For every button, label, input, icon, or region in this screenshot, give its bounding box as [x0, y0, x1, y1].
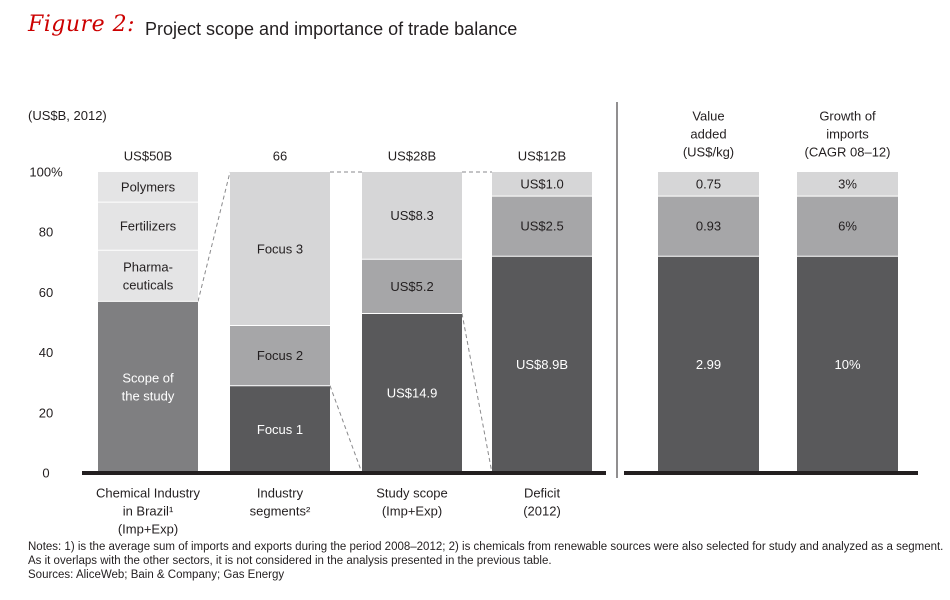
left-bar-segment — [230, 385, 330, 473]
left-bar-segment-label: US$8.9B — [516, 357, 568, 372]
figure-title: Project scope and importance of trade ba… — [145, 19, 518, 39]
y-tick-label: 60 — [39, 285, 53, 300]
connector-line — [461, 313, 493, 474]
unit-label: (US$B, 2012) — [28, 108, 107, 123]
left-bar-segment-label: US$5.2 — [390, 279, 433, 294]
note-line-1: Notes: 1) is the average sum of imports … — [28, 541, 944, 553]
right-bar-segment — [658, 196, 759, 257]
y-tick-label: 100% — [29, 165, 63, 180]
left-bar-segment-label: Fertilizers — [120, 219, 177, 234]
sources-line: Sources: AliceWeb; Bain & Company; Gas E… — [28, 569, 285, 581]
left-bar-segment-label: US$8.3 — [390, 208, 433, 223]
bar-total-label: US$28B — [388, 149, 436, 164]
left-bar-segment-label: US$14.9 — [387, 386, 438, 401]
left-bar-segment — [362, 313, 462, 473]
left-bar-segment — [98, 301, 198, 473]
note-line-2: As it overlaps with the other sectors, i… — [28, 555, 552, 567]
right-bar-segment — [658, 172, 759, 197]
left-bar-segment-label: Polymers — [121, 180, 176, 195]
connector-line — [197, 171, 231, 302]
left-bar-segment — [98, 172, 198, 203]
right-bar-segment — [797, 196, 898, 257]
stacked-bar-chart: 0 20 40 60 80 100% Scope of the study Pharma-ceu… — [29, 102, 918, 537]
bar-total-label: US$50B — [124, 149, 172, 164]
baseline-left — [82, 471, 606, 475]
right-bar-segment-label: 0.75 — [696, 177, 721, 192]
left-bar-segment — [98, 202, 198, 251]
bar-total-label: 66 — [273, 149, 287, 164]
right-bar-segment-label: 6% — [838, 219, 857, 234]
left-bar-segment — [230, 325, 330, 386]
left-bar-segment-label: US$2.5 — [520, 219, 563, 234]
notes-block: Notes: 1) is the average sum of imports … — [28, 540, 944, 582]
column-header: Growth of imports (CAGR 08–12) — [805, 109, 891, 160]
column-header: Value added (US$/kg) — [683, 109, 734, 160]
baseline-right — [624, 471, 918, 475]
right-bar-segment-label: 3% — [838, 177, 857, 192]
right-bar-segment — [658, 256, 759, 473]
y-tick-label: 40 — [39, 345, 53, 360]
left-bar-segment-label: Scope of the study — [122, 371, 175, 404]
left-bar-segment-label: US$1.0 — [520, 177, 563, 192]
category-label: Deficit (2012) — [523, 486, 561, 519]
right-bar-segment — [797, 172, 898, 197]
y-tick-label: 0 — [42, 466, 49, 481]
right-bar-segment-label: 2.99 — [696, 357, 721, 372]
category-label: Study scope (Imp+Exp) — [376, 486, 448, 519]
right-bar-segment — [797, 256, 898, 473]
figure-label: Figure 2: — [28, 12, 135, 37]
left-bar-segment — [362, 259, 462, 314]
left-bar-segment-label: Focus 2 — [257, 348, 303, 363]
left-bar-segment — [98, 250, 198, 302]
y-tick-label: 80 — [39, 225, 53, 240]
left-bar-segment — [230, 172, 330, 326]
bar-total-label: US$12B — [518, 149, 566, 164]
left-bar-segment-label: Focus 1 — [257, 422, 303, 437]
right-bar-segment-label: 10% — [834, 357, 860, 372]
left-bar-segment — [362, 172, 462, 260]
left-bar-segment-label: Pharma-ceuticals — [123, 259, 174, 292]
connector-line — [329, 385, 363, 474]
y-tick-label: 20 — [39, 405, 53, 420]
left-bar-segment — [492, 256, 592, 473]
left-bar-segment — [492, 172, 592, 197]
category-label: Industry segments² — [250, 486, 311, 519]
left-bar-segment — [492, 196, 592, 257]
category-label: Chemical Industry in Brazil¹ (Imp+Exp) — [96, 486, 201, 537]
right-bar-segment-label: 0.93 — [696, 219, 721, 234]
left-bar-segment-label: Focus 3 — [257, 241, 303, 256]
